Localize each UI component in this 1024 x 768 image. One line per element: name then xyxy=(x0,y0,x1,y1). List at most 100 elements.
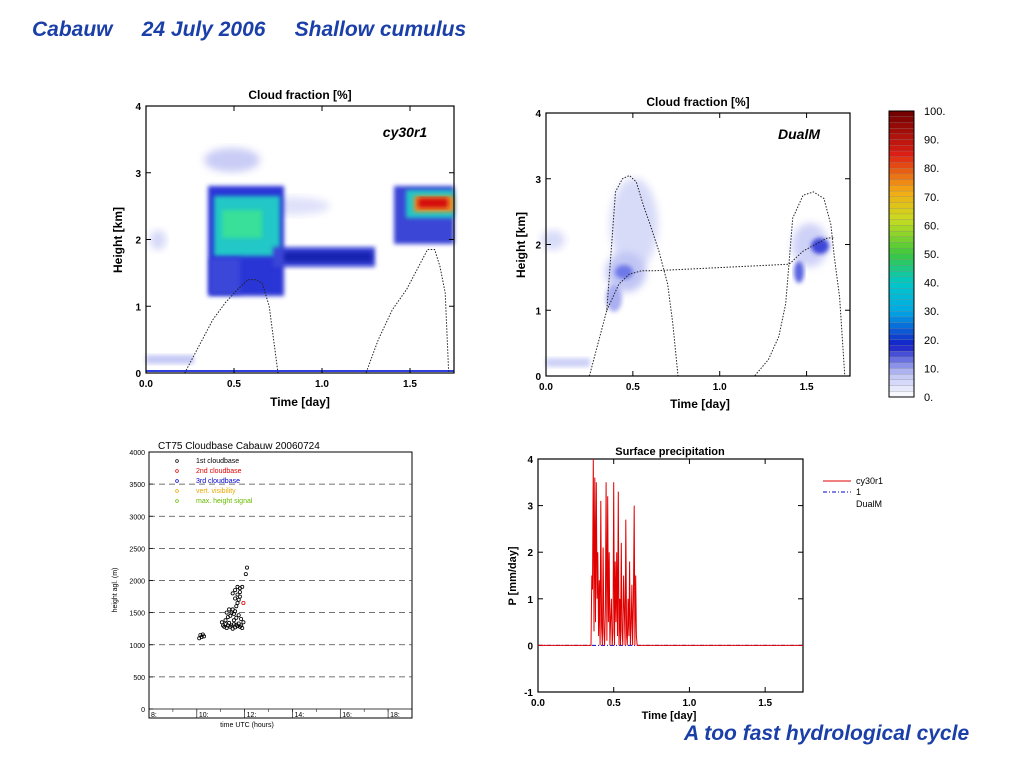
data-point xyxy=(233,625,238,630)
data-point xyxy=(231,618,236,623)
data-point xyxy=(237,624,242,629)
chart2-cloud-top-line xyxy=(588,174,846,377)
y-tick-label: 2 xyxy=(527,548,533,559)
y-tick-label: 3 xyxy=(135,169,141,180)
data-point xyxy=(228,624,233,629)
colorbar-band xyxy=(888,276,915,284)
data-point xyxy=(235,601,240,606)
chart2-cloud-layer xyxy=(546,358,590,367)
colorbar-band xyxy=(888,368,915,375)
chart4-plot-frame xyxy=(537,458,804,693)
colorbar-band xyxy=(888,128,915,135)
colorbar-band xyxy=(888,116,915,123)
y-tick-label: 0 xyxy=(141,707,145,714)
colorbar-band xyxy=(888,311,915,318)
slide-title: Cabauw 24 July 2006 Shallow cumulus xyxy=(32,18,466,42)
colorbar-band xyxy=(888,219,915,226)
colorbar-band xyxy=(888,288,915,295)
data-point xyxy=(224,626,229,631)
y-tick-label: 0 xyxy=(535,372,541,383)
data-point xyxy=(219,620,224,625)
data-point xyxy=(230,607,235,612)
data-point xyxy=(241,620,246,625)
data-point xyxy=(234,604,239,609)
data-point xyxy=(199,635,204,640)
colorbar-label: 10. xyxy=(924,363,939,375)
chart2-cloud-blob xyxy=(606,284,622,312)
data-point xyxy=(227,620,232,625)
data-point xyxy=(236,613,241,618)
data-point xyxy=(244,565,249,570)
chart1-title: Cloud fraction [%] xyxy=(248,88,351,102)
chart2-y-label: Height [km] xyxy=(514,212,528,278)
chart1-cloud-top-line xyxy=(184,249,450,374)
colorbar-label: 100. xyxy=(924,106,945,118)
chart2-cloud-base-line xyxy=(606,237,835,311)
chart1-plot-frame xyxy=(145,105,455,374)
colorbar-label: 30. xyxy=(924,306,939,318)
data-point xyxy=(230,591,235,596)
legend-marker xyxy=(175,489,179,493)
colorbar-band xyxy=(888,385,915,392)
colorbar-band xyxy=(888,156,915,163)
chart1-cloud-core xyxy=(418,198,448,208)
x-tick-label: 16: xyxy=(342,712,352,719)
colorbar-band xyxy=(888,328,915,335)
x-tick-label: 1.5 xyxy=(800,382,814,393)
data-point xyxy=(233,609,238,614)
colorbar-band xyxy=(888,208,915,215)
chart2-model-label: DualM xyxy=(778,126,820,142)
chart1-cloud-blob xyxy=(250,197,330,215)
chart1-cloud-layer xyxy=(146,355,194,364)
colorbar-band xyxy=(888,379,915,387)
data-point xyxy=(239,623,244,628)
title-location: Cabauw xyxy=(32,18,113,41)
x-tick-label: 10: xyxy=(199,712,209,719)
colorbar-band xyxy=(888,253,915,261)
colorbar-band xyxy=(888,271,915,278)
chart2-x-label: Time [day] xyxy=(670,397,730,411)
colorbar-label: 80. xyxy=(924,163,939,175)
colorbar-band xyxy=(888,259,915,266)
chart2-cloud-core xyxy=(811,238,829,254)
chart2-cloud-blob xyxy=(792,223,828,267)
colorbar-label: 50. xyxy=(924,249,939,261)
colorbar-band xyxy=(888,162,915,169)
y-tick-label: 0 xyxy=(135,369,141,380)
y-tick-label: 1 xyxy=(535,306,541,317)
chart2-cloud-blob xyxy=(541,230,565,250)
chart1-cloud-layer xyxy=(284,252,372,262)
colorbar-band xyxy=(888,305,915,312)
colorbar-label: 40. xyxy=(924,278,939,290)
legend-marker xyxy=(175,459,179,463)
data-point xyxy=(240,626,245,631)
chart1-model-label: cy30r1 xyxy=(383,124,428,140)
chart1-cloud-core xyxy=(210,258,240,294)
colorbar-band xyxy=(888,196,915,203)
x-tick-label: 18: xyxy=(390,712,400,719)
chart2-cloud-blob xyxy=(610,178,658,270)
data-point xyxy=(221,623,226,628)
colorbar-band xyxy=(888,139,915,146)
chart2-axes: 0.0 0.5 1.0 1.5 0 1 2 3 4 xyxy=(535,109,850,393)
chart1-cloud-core xyxy=(414,196,454,212)
y-tick-label: 2 xyxy=(535,241,541,252)
legend-label: max. height signal xyxy=(196,498,253,505)
colorbar-band xyxy=(888,110,915,118)
y-tick-label: 1000 xyxy=(129,643,145,650)
colorbar-band xyxy=(888,316,915,324)
data-point xyxy=(229,610,234,615)
chart3-y-label: height agl. (m) xyxy=(112,568,119,613)
y-tick-label: 1 xyxy=(527,595,533,606)
chart4-series-cy30r1 xyxy=(538,458,803,646)
colorbar-band xyxy=(888,299,915,306)
x-tick-label: 14: xyxy=(294,712,304,719)
colorbar-label: 70. xyxy=(924,192,939,204)
x-tick-label: 1.5 xyxy=(758,698,772,709)
data-point xyxy=(236,597,241,602)
legend-label-cy30r1: cy30r1 xyxy=(856,476,883,486)
title-case: Shallow cumulus xyxy=(294,18,467,41)
y-tick-label: 4 xyxy=(535,109,541,120)
title-date: 24 July 2006 xyxy=(141,18,266,41)
data-point xyxy=(235,584,240,589)
